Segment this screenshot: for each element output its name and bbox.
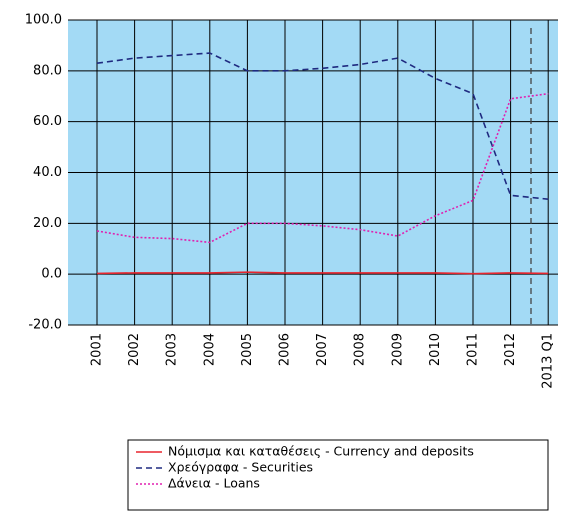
x-tick-label: 2002 [127,333,142,366]
x-tick-label: 2005 [240,333,255,366]
legend-label: Χρεόγραφα - Securities [168,460,313,475]
legend [127,439,549,511]
x-tick-label: 2008 [353,333,368,366]
x-tick-label: 2006 [278,333,293,366]
x-tick-label: 2003 [165,333,180,366]
legend-label: Δάνεια - Loans [168,476,260,491]
y-tick-label: 0.0 [41,267,62,282]
series-line [96,271,549,275]
y-tick-label: 60.0 [33,114,62,129]
x-tick-label: 2012 [503,333,518,366]
y-tick-label: 80.0 [33,63,62,78]
series-line [96,52,549,200]
x-tick-label: 2011 [466,333,481,366]
x-tick-label: 2013 Q1 [541,333,556,389]
y-tick-label: 20.0 [33,216,62,231]
y-tick-label: 40.0 [33,165,62,180]
x-tick-label: 2007 [315,333,330,366]
x-tick-label: 2009 [390,333,405,366]
x-tick-label: 2001 [90,333,105,366]
legend-label: Νόμισμα και καταθέσεις - Currency and de… [168,444,474,459]
y-tick-label: 100.0 [25,13,62,28]
x-tick-label: 2004 [202,333,217,366]
y-tick-label: -20.0 [28,318,62,333]
x-tick-label: 2010 [428,333,443,366]
